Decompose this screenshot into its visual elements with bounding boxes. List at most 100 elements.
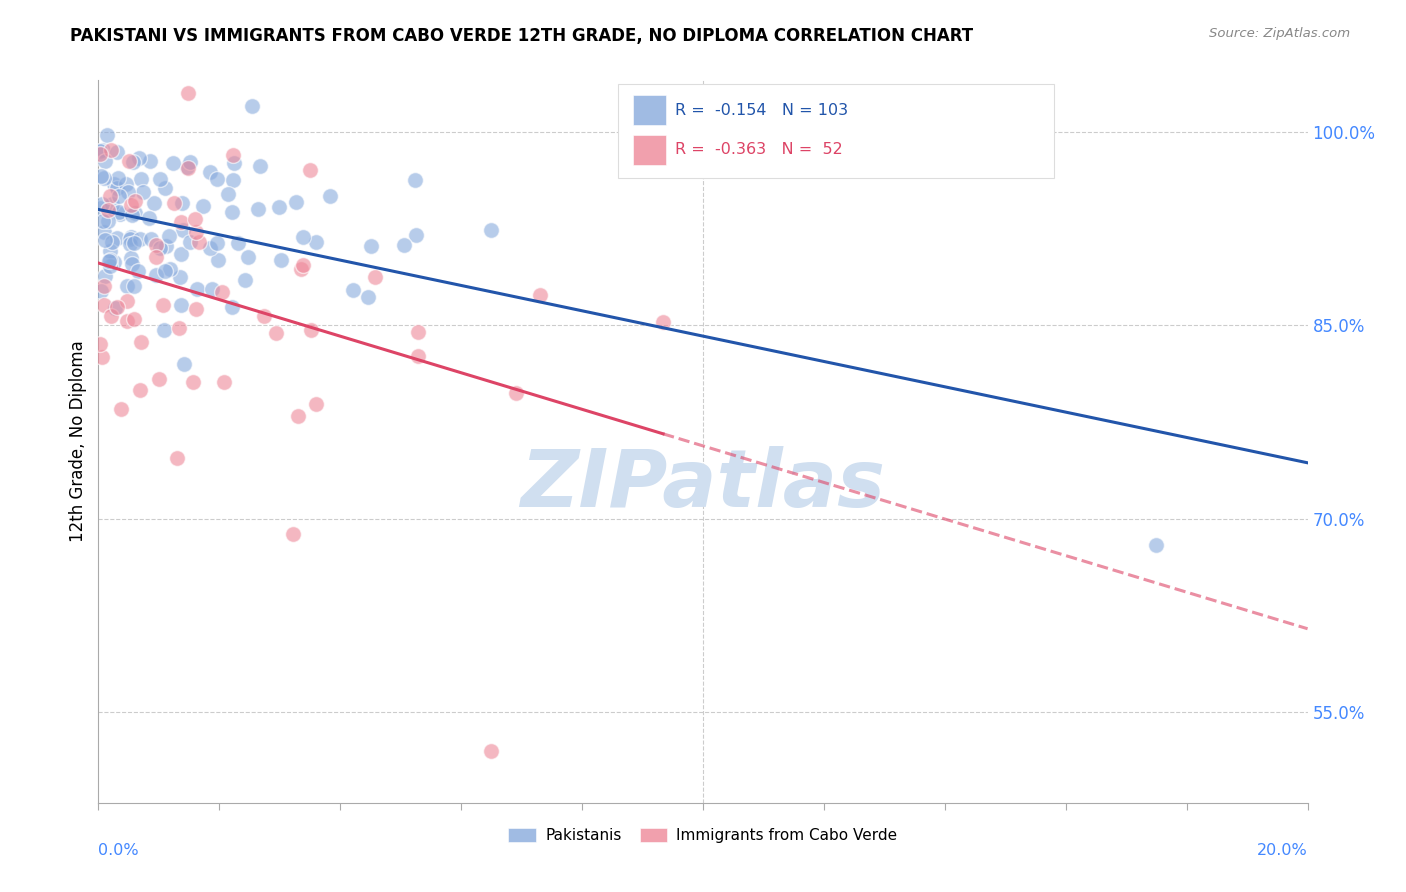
Point xyxy=(406,349,429,363)
Point xyxy=(157,228,180,243)
Point xyxy=(91,350,114,364)
Point xyxy=(94,153,117,168)
Point xyxy=(97,214,120,228)
Point xyxy=(404,172,426,186)
Point xyxy=(89,336,111,351)
Point xyxy=(129,383,152,397)
Point xyxy=(103,255,125,269)
Point xyxy=(90,169,112,184)
Point xyxy=(120,198,142,212)
Point xyxy=(211,285,233,299)
Point xyxy=(481,744,503,758)
Point xyxy=(238,250,260,264)
Point xyxy=(191,199,214,213)
Point xyxy=(122,279,145,293)
Point xyxy=(121,256,143,270)
FancyBboxPatch shape xyxy=(633,95,665,125)
Point xyxy=(155,264,177,278)
Point xyxy=(481,223,503,237)
Point xyxy=(652,315,675,329)
Point xyxy=(249,160,271,174)
Point xyxy=(98,188,121,202)
Point xyxy=(364,269,387,284)
Point xyxy=(107,204,129,219)
Point xyxy=(305,397,328,411)
Point xyxy=(124,205,146,219)
Point xyxy=(115,293,138,308)
Point xyxy=(181,376,204,390)
Point xyxy=(170,196,193,211)
Point xyxy=(1146,538,1168,552)
Point xyxy=(198,241,221,255)
Point xyxy=(148,372,170,386)
Point xyxy=(105,181,128,195)
Point xyxy=(117,313,139,327)
Point xyxy=(93,268,115,283)
Point xyxy=(128,232,150,246)
Point xyxy=(226,235,249,250)
Point xyxy=(129,171,152,186)
Point xyxy=(96,128,118,142)
Point xyxy=(184,226,207,240)
Point xyxy=(285,195,308,210)
Point xyxy=(152,298,174,312)
Point xyxy=(149,171,172,186)
Point xyxy=(91,213,114,227)
Point xyxy=(145,251,167,265)
Point xyxy=(221,300,243,314)
Point xyxy=(360,239,382,253)
Point xyxy=(283,527,305,541)
Point xyxy=(105,145,128,159)
Text: Source: ZipAtlas.com: Source: ZipAtlas.com xyxy=(1209,27,1350,40)
Point xyxy=(267,200,290,214)
Point xyxy=(172,223,194,237)
Point xyxy=(98,259,121,273)
Point xyxy=(120,251,142,265)
Point xyxy=(188,235,211,249)
Point xyxy=(153,323,176,337)
Point xyxy=(107,171,129,186)
Point xyxy=(89,145,111,159)
Text: PAKISTANI VS IMMIGRANTS FROM CABO VERDE 12TH GRADE, NO DIPLOMA CORRELATION CHART: PAKISTANI VS IMMIGRANTS FROM CABO VERDE … xyxy=(70,27,973,45)
Point xyxy=(290,262,312,277)
Point xyxy=(98,244,121,259)
Point xyxy=(124,194,146,208)
Point xyxy=(142,196,165,211)
Point xyxy=(122,311,145,326)
Point xyxy=(292,258,315,272)
Point xyxy=(93,279,115,293)
Point xyxy=(162,156,184,170)
Text: R =  -0.154   N = 103: R = -0.154 N = 103 xyxy=(675,103,848,118)
Point xyxy=(177,86,200,100)
Point xyxy=(222,156,245,170)
Point xyxy=(105,231,128,245)
Point xyxy=(264,326,287,340)
Point xyxy=(115,278,138,293)
Point xyxy=(205,171,228,186)
Point xyxy=(221,173,243,187)
Point xyxy=(149,241,172,255)
Point xyxy=(169,269,191,284)
Point xyxy=(97,203,120,218)
Point xyxy=(121,208,143,222)
Point xyxy=(505,385,527,400)
Point xyxy=(100,310,122,324)
Point xyxy=(184,212,207,227)
FancyBboxPatch shape xyxy=(633,136,665,164)
Point xyxy=(89,147,111,161)
Point xyxy=(93,225,115,239)
Point xyxy=(166,451,188,466)
Point xyxy=(89,201,111,215)
Point xyxy=(94,233,117,247)
Point xyxy=(101,235,124,249)
Point xyxy=(179,235,201,249)
Point xyxy=(318,189,340,203)
Point xyxy=(221,205,243,219)
Point xyxy=(101,197,124,211)
Text: 20.0%: 20.0% xyxy=(1257,843,1308,857)
Point xyxy=(153,180,176,194)
Point xyxy=(287,409,309,423)
Point xyxy=(90,284,112,298)
Point xyxy=(406,325,429,339)
Point xyxy=(118,236,141,251)
